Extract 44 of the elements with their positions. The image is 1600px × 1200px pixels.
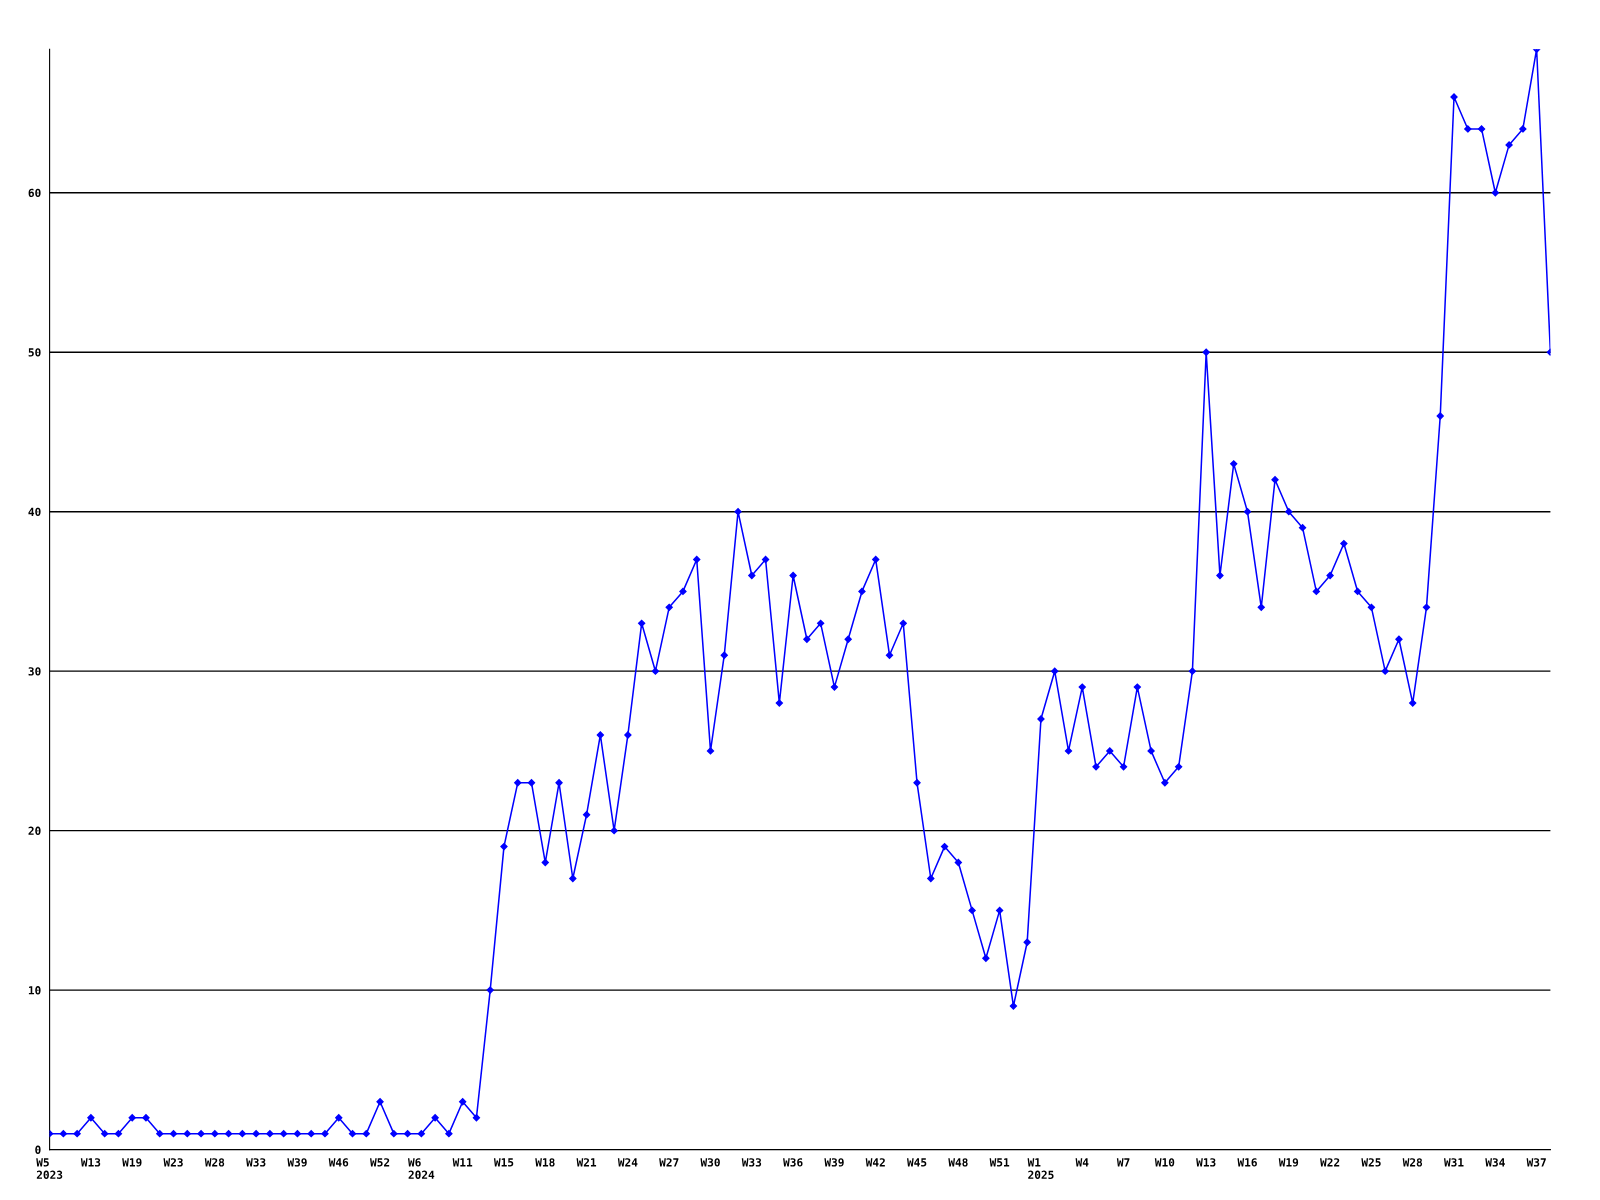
x-tick-label: W46 [328,1158,349,1167]
x-tick-label: W13 [80,1158,101,1167]
x-tick-label: W24 [617,1158,638,1167]
x-tick-label: W16 [1237,1158,1257,1167]
y-tick-label: 10 [28,986,41,995]
x-tick-label: W52 [370,1158,390,1167]
y-tick-label: 50 [28,348,41,357]
x-tick-label: W27 [659,1158,679,1167]
y-tick-label: 40 [28,507,41,517]
x-tick-label: W28 [1402,1158,1423,1167]
x-tick-label: W19 [1278,1158,1299,1167]
x-tick-label: W39 [824,1158,844,1167]
x-tick-label: W51 [989,1158,1010,1167]
x-tick-label: W28 [204,1158,225,1167]
x-tick-label: W33 [246,1158,266,1167]
y-tick-label: 0 [35,1145,41,1154]
x-tick-label: W34 [1485,1158,1505,1167]
x-tick-label: W33 [741,1158,762,1167]
x-tick-label: W18 [535,1158,555,1167]
y-tick-label: 20 [28,826,41,836]
x-tick-label: W48 [948,1158,968,1167]
x-tick-label: W6 2024 [407,1158,435,1179]
x-tick-label: W15 [493,1158,514,1167]
x-tick-label: W11 [452,1158,473,1167]
y-tick-label: 60 [28,188,41,198]
x-tick-label: W30 [700,1158,720,1167]
x-tick-label: W13 [1196,1158,1216,1167]
x-tick-label: W23 [163,1158,183,1167]
x-tick-label: W4 [1075,1158,1089,1167]
x-tick-label: W7 [1116,1158,1130,1167]
x-tick-label: W36 [783,1158,803,1167]
y-tick-label: 30 [28,667,41,676]
x-tick-label: W10 [1154,1158,1175,1167]
x-tick-label: W21 [576,1158,597,1167]
x-tick-label: W31 [1443,1158,1464,1167]
x-tick-label: W39 [287,1158,307,1167]
x-tick-label: W5 2023 [36,1158,63,1179]
x-tick-label: W19 [122,1158,142,1167]
x-tick-label: W42 [865,1158,885,1167]
x-tick-label: W25 [1361,1158,1381,1167]
x-tick-label: W37 [1526,1158,1546,1167]
x-tick-label: W1 2025 [1027,1158,1054,1179]
x-tick-label: W45 [907,1158,927,1167]
x-tick-label: W22 [1320,1158,1340,1167]
